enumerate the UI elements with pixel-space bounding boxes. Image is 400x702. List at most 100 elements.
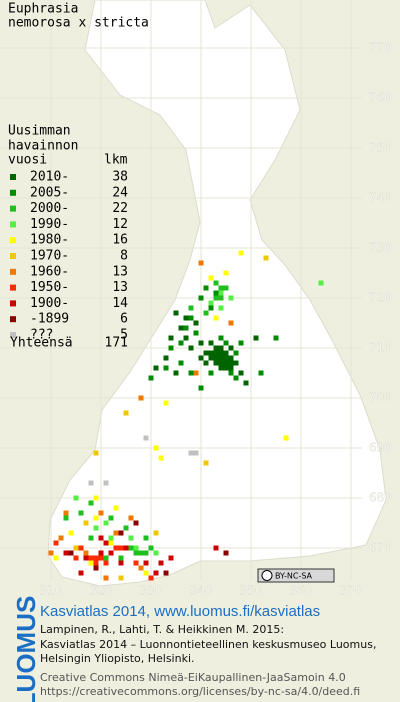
title: Euphrasia [8, 2, 78, 17]
observation [138, 395, 144, 401]
legend-label: 1990- [30, 217, 69, 232]
observation [73, 545, 79, 551]
observation [218, 295, 224, 301]
observation [63, 510, 69, 516]
license-badge: BY-NC-SA [257, 568, 335, 583]
legend-count: 13 [112, 264, 128, 279]
observation [178, 325, 184, 331]
observation [153, 550, 159, 556]
y-tick-label: 690 [369, 441, 392, 455]
observation [183, 315, 189, 321]
legend-label: 2010- [30, 170, 69, 185]
legend-count: 8 [120, 249, 128, 264]
observation [188, 450, 194, 456]
observation [108, 515, 114, 521]
observation [238, 340, 244, 346]
observation [218, 360, 224, 366]
y-tick-label: 700 [369, 391, 392, 405]
observation [228, 295, 234, 301]
observation [208, 350, 214, 356]
observation [223, 360, 229, 366]
observation [73, 495, 79, 501]
observation [168, 555, 174, 561]
observation [138, 565, 144, 571]
observation [53, 555, 59, 561]
legend-label: 1960- [30, 264, 69, 279]
observation [128, 515, 134, 521]
observation [148, 575, 154, 581]
x-tick-label: 330 [140, 584, 163, 598]
legend-count: 13 [112, 280, 128, 295]
observation [213, 350, 219, 356]
legend-swatch [10, 237, 16, 244]
observation [198, 295, 204, 301]
legend-count: 5 [120, 328, 128, 343]
cc-icon [261, 570, 273, 581]
x-tick-label: 310 [40, 584, 63, 598]
observation [113, 530, 119, 536]
observation [118, 545, 124, 551]
observation [83, 555, 89, 561]
observation [103, 540, 109, 546]
observation [318, 280, 324, 286]
observation [183, 335, 189, 341]
observation [88, 500, 94, 506]
observation [68, 530, 74, 536]
observation [163, 400, 169, 406]
observation [168, 345, 174, 351]
observation [213, 290, 219, 296]
observation [143, 550, 149, 556]
observation [178, 360, 184, 366]
observation [208, 275, 214, 281]
observation [48, 550, 54, 556]
observation [273, 335, 279, 341]
observation [223, 355, 229, 361]
observation [78, 570, 84, 576]
legend-swatch [10, 221, 16, 228]
observation [243, 380, 249, 386]
observation [283, 435, 289, 441]
x-tick-label: 320 [90, 584, 113, 598]
observation [143, 535, 149, 541]
y-tick-label: 670 [369, 541, 392, 555]
legend-count: 22 [112, 201, 128, 216]
legend-label: 1980- [30, 233, 69, 248]
observation [83, 550, 89, 556]
observation [103, 520, 109, 526]
observation [88, 535, 94, 541]
observation [103, 575, 109, 581]
y-tick-label: 760 [369, 91, 392, 105]
observation [218, 345, 224, 351]
observation [213, 545, 219, 551]
observation [238, 370, 244, 376]
observation [143, 560, 149, 566]
observation [113, 545, 119, 551]
legend-swatch [10, 189, 16, 196]
x-tick-label: 370 [340, 584, 363, 598]
observation [203, 285, 209, 291]
observation [228, 345, 234, 351]
observation [223, 365, 229, 371]
legend-label: -1899 [30, 312, 69, 327]
observation [93, 565, 99, 571]
observation [228, 370, 234, 376]
observation [193, 320, 199, 326]
observation [143, 570, 149, 576]
observation [153, 570, 159, 576]
legend-label: 1900- [30, 296, 69, 311]
observation [128, 535, 134, 541]
legend-label: 2000- [30, 201, 69, 216]
observation [58, 535, 64, 541]
observation [113, 505, 119, 511]
legend-label: 1970- [30, 249, 69, 264]
total-label: Yhteensä [10, 336, 73, 351]
observation [223, 550, 229, 556]
observation [223, 270, 229, 276]
observation [153, 445, 159, 451]
observation [133, 560, 139, 566]
observation [218, 335, 224, 341]
observation [163, 570, 169, 576]
legend-count: 6 [120, 312, 128, 327]
observation [158, 455, 164, 461]
observation [228, 365, 234, 371]
